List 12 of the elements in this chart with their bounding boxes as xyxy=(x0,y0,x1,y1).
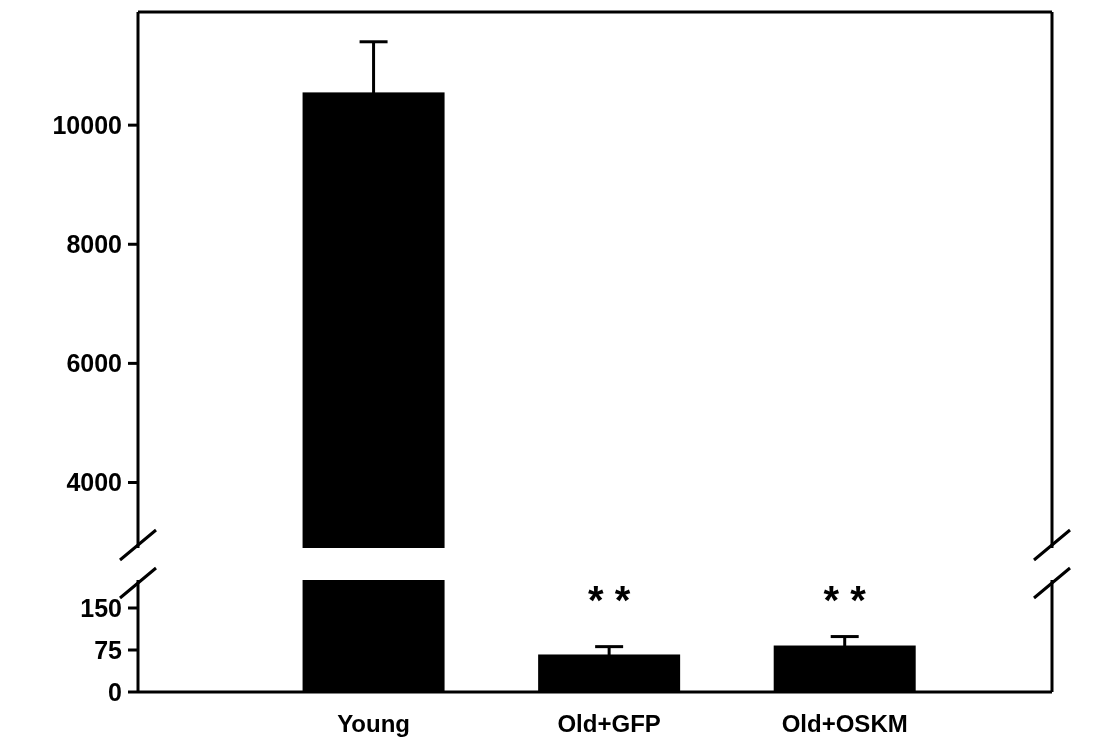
y-tick-label: 75 xyxy=(94,635,123,664)
annotation: * * xyxy=(823,578,867,622)
y-tick-label: 0 xyxy=(108,677,122,706)
annotation: * * xyxy=(588,578,631,622)
y-tick-label: 6000 xyxy=(66,349,122,378)
y-tick-label: 8000 xyxy=(66,230,122,259)
x-tick-label: Young xyxy=(337,710,410,737)
y-tick-label: 4000 xyxy=(66,468,122,497)
y-tick-label: 10000 xyxy=(52,110,122,139)
x-tick-label: Old+GFP xyxy=(557,710,661,737)
x-tick-label: Old+OSKM xyxy=(781,710,908,737)
y-tick-label: 150 xyxy=(80,593,122,622)
